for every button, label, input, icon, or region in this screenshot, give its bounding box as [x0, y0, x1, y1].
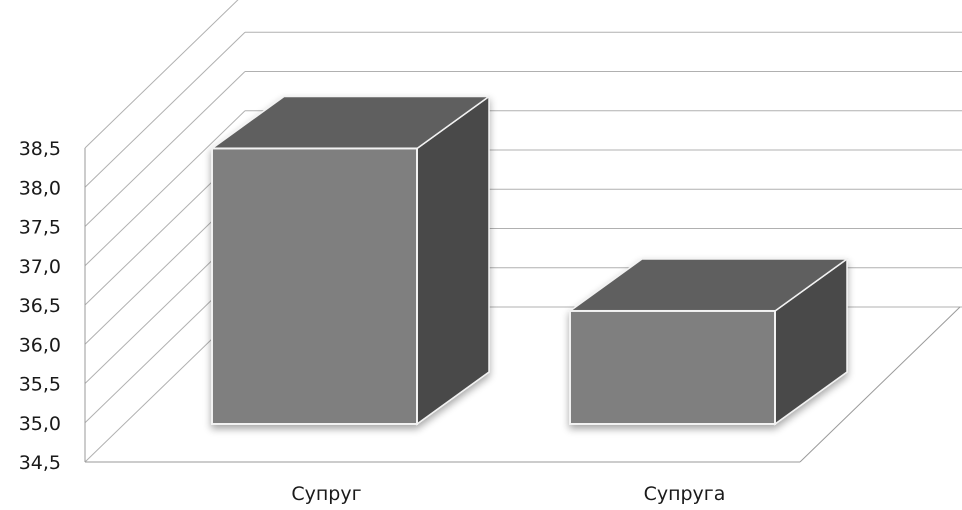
bar-front-face: [569, 309, 776, 425]
y-tick-label: 36,0: [19, 334, 61, 356]
side-wall-gridline: [84, 71, 246, 227]
side-wall-gridline: [84, 110, 246, 267]
y-tick-label: 38,0: [19, 177, 61, 199]
side-wall-gridline: [84, 31, 246, 188]
x-axis-categories: Супруг Супруга: [291, 483, 725, 505]
bar-front-face: [211, 147, 418, 425]
y-axis-ticks: 34,5 35,0 35,5 36,0 36,5 37,0 37,5 38,0 38,5: [19, 138, 61, 474]
category-label: Супруга: [644, 483, 726, 505]
y-tick-label: 36,5: [19, 295, 61, 317]
bars: [209, 94, 850, 426]
bar-side-face: [416, 94, 490, 426]
y-tick-label: 34,5: [19, 452, 61, 474]
y-tick-label: 38,5: [19, 138, 61, 160]
y-tick-label: 37,5: [19, 217, 61, 239]
side-wall-gridline: [84, 0, 239, 149]
bar-2: [567, 257, 850, 426]
y-tick-label: 35,5: [19, 374, 61, 396]
floor-right-edge: [799, 306, 961, 463]
bar-1: [209, 94, 492, 426]
category-label: Супруг: [291, 483, 361, 505]
y-tick-label: 35,0: [19, 413, 61, 435]
y-tick-label: 37,0: [19, 256, 61, 278]
